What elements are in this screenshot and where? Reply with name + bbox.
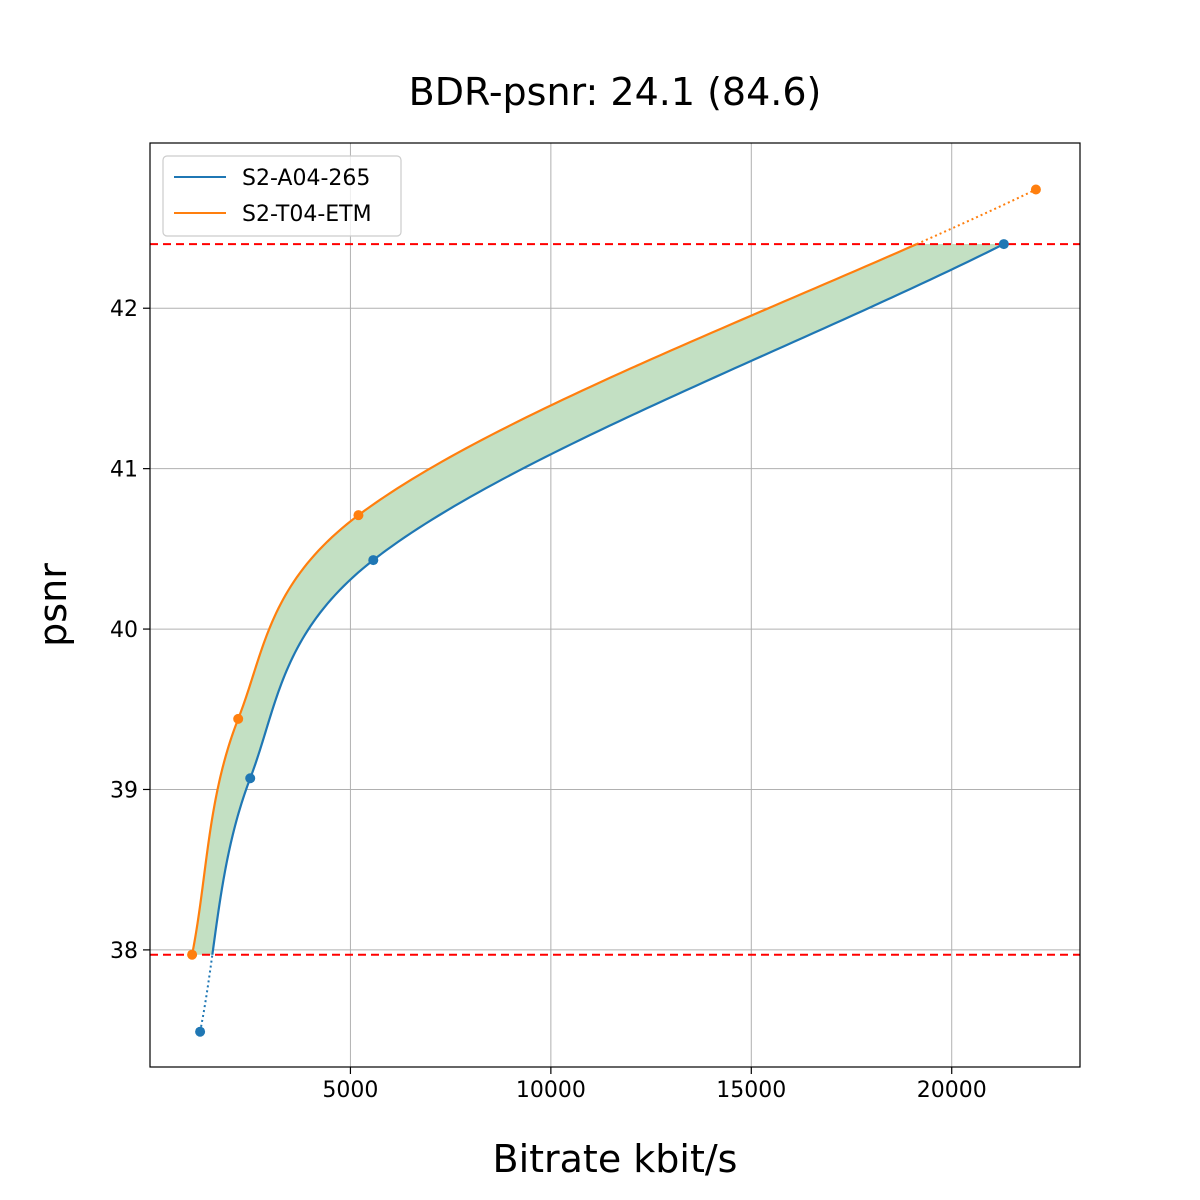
legend-label-s2-a04-265: S2-A04-265	[242, 166, 370, 191]
data-point-s2-t04-etm-0	[187, 949, 198, 960]
fill-area-between-curves	[192, 244, 1004, 955]
series-lines	[191, 188, 1037, 1032]
x-tick-label-20000: 20000	[917, 1078, 987, 1103]
y-axis-ticks: 38 39 40 41 42	[110, 297, 150, 964]
x-tick-label-15000: 15000	[716, 1078, 786, 1103]
series-extrapolation-low-s2-a04-265	[199, 954, 214, 1032]
data-point-s2-t04-etm-2	[353, 510, 364, 521]
legend: S2-A04-265 S2-T04-ETM	[162, 155, 402, 237]
data-markers	[187, 184, 1041, 1037]
x-axis-label: Bitrate kbit/s	[493, 1137, 738, 1181]
grid	[150, 143, 1080, 1067]
plot-frame	[149, 142, 1081, 1068]
data-point-s2-a04-265-2	[368, 555, 379, 566]
y-tick-label-38: 38	[110, 939, 138, 964]
reference-lines	[150, 243, 1080, 956]
data-point-s2-t04-etm-3	[1030, 184, 1041, 195]
chart-title: BDR-psnr: 24.1 (84.6)	[409, 70, 822, 114]
data-point-s2-a04-265-3	[998, 239, 1009, 250]
data-point-s2-a04-265-1	[245, 773, 256, 784]
legend-label-s2-t04-etm: S2-T04-ETM	[242, 202, 372, 227]
fill-region	[192, 244, 1004, 955]
x-tick-label-10000: 10000	[516, 1078, 586, 1103]
y-tick-label-41: 41	[110, 458, 138, 483]
data-point-s2-t04-etm-1	[233, 713, 244, 724]
series-line-s2-a04-265	[211, 243, 1005, 955]
y-tick-label-42: 42	[110, 297, 138, 322]
y-axis-label: psnr	[31, 563, 75, 647]
x-tick-label-5000: 5000	[322, 1078, 378, 1103]
y-tick-label-40: 40	[110, 618, 138, 643]
series-extrapolation-high-s2-t04-etm	[916, 188, 1037, 245]
series-line-s2-t04-etm	[191, 243, 918, 955]
data-point-s2-a04-265-0	[195, 1026, 206, 1037]
x-axis-ticks: 5000 10000 15000 20000	[322, 1067, 987, 1103]
y-tick-label-39: 39	[110, 778, 138, 803]
